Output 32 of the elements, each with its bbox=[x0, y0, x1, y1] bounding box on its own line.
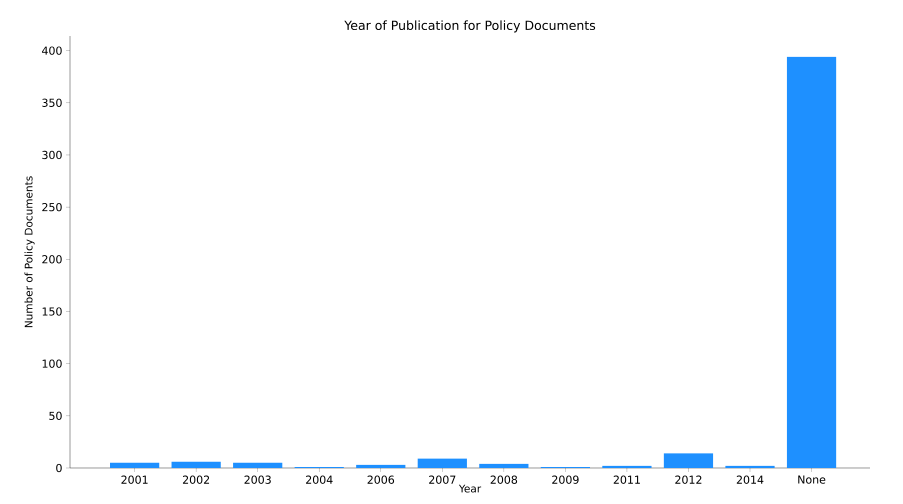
y-tick-label: 300 bbox=[42, 150, 62, 160]
x-tick-label: 2011 bbox=[614, 476, 640, 484]
bar bbox=[110, 462, 160, 468]
y-tick-label: 350 bbox=[42, 98, 62, 107]
x-tick-label: 2001 bbox=[121, 476, 148, 484]
y-tick-label: 50 bbox=[49, 412, 62, 420]
chart-title: Year of Publication for Policy Documents bbox=[344, 20, 596, 32]
y-tick-label: 0 bbox=[56, 464, 62, 472]
x-tick-label: None bbox=[798, 476, 826, 484]
x-tick-label: 2002 bbox=[182, 476, 210, 484]
y-tick-label: 150 bbox=[42, 307, 62, 316]
bar bbox=[479, 464, 528, 468]
y-tick-label: 100 bbox=[42, 360, 62, 368]
bar bbox=[172, 462, 221, 468]
bar bbox=[786, 56, 836, 468]
y-axis-title: Number of Policy Documents bbox=[24, 176, 35, 328]
y-tick-label: 250 bbox=[42, 202, 62, 212]
x-tick-label: 2007 bbox=[429, 476, 456, 484]
bar bbox=[233, 462, 282, 468]
y-tick-label: 400 bbox=[42, 46, 62, 55]
x-tick-label: 2003 bbox=[244, 476, 271, 484]
x-tick-label: 2008 bbox=[490, 476, 518, 484]
x-tick-label: 2009 bbox=[552, 476, 579, 484]
x-tick-label: 2006 bbox=[368, 476, 394, 484]
x-tick-label: 2012 bbox=[675, 476, 702, 484]
bar bbox=[418, 458, 467, 468]
x-tick-label: 2014 bbox=[736, 476, 764, 484]
x-axis-title: Year bbox=[458, 484, 482, 493]
bar bbox=[664, 453, 714, 468]
x-tick-label: 2004 bbox=[306, 476, 333, 484]
bar bbox=[356, 464, 406, 468]
y-tick-label: 200 bbox=[42, 255, 62, 264]
